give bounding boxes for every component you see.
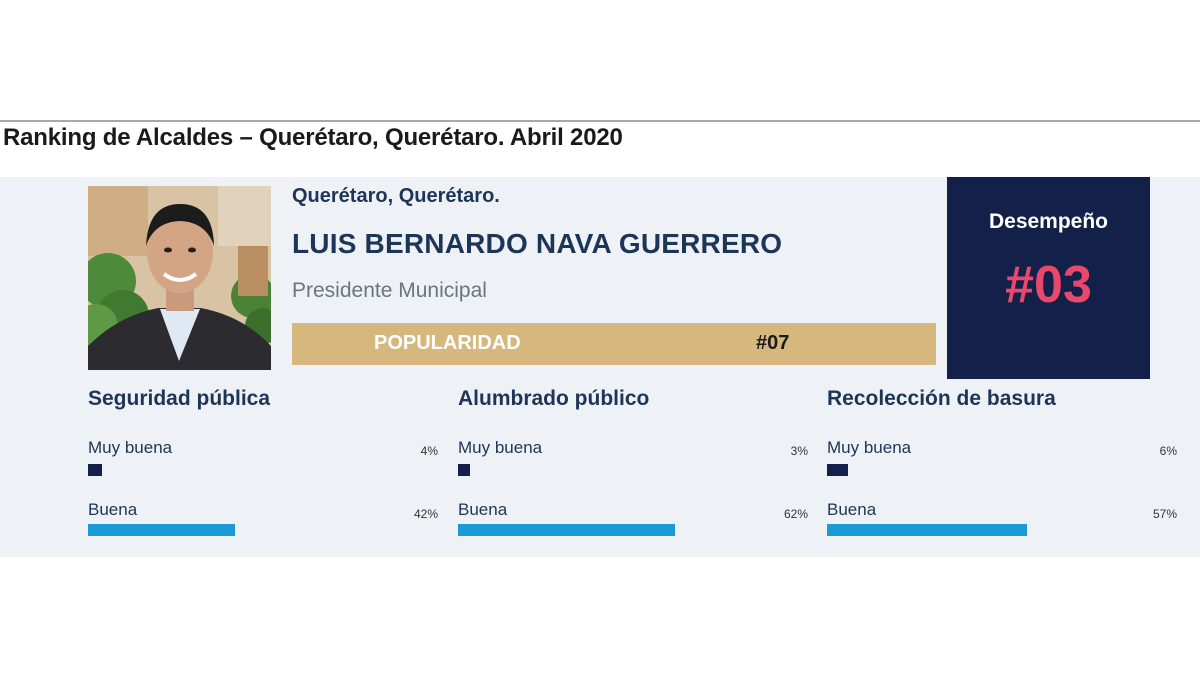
rating-label-buena: Buena (88, 500, 138, 519)
mayor-location: Querétaro, Querétaro. (292, 185, 500, 207)
mayor-card: Querétaro, Querétaro. LUIS BERNARDO NAVA… (0, 177, 1200, 557)
performance-label: Desempeño (988, 210, 1109, 233)
service-seguridad: Seguridad pública Muy buena 4% Buena 42% (88, 387, 438, 547)
rating-bar-buena (458, 524, 675, 536)
service-recoleccion: Recolección de basura Muy buena 6% Buena… (827, 387, 1177, 547)
rating-percent-buena: 42% (413, 507, 438, 521)
popularity-bar: POPULARIDAD #07 (292, 323, 936, 365)
page-title: Ranking de Alcaldes – Querétaro, Queréta… (3, 124, 623, 151)
rating-bar-muy-buena (827, 464, 848, 476)
popularity-rank: #07 (756, 332, 790, 354)
rating-bar-muy-buena (458, 464, 470, 476)
service-alumbrado: Alumbrado público Muy buena 3% Buena 62% (458, 387, 808, 547)
rating-label-muy-buena: Muy buena (88, 438, 173, 457)
rating-label-buena: Buena (827, 500, 877, 519)
popularity-label: POPULARIDAD (374, 332, 521, 354)
top-divider (0, 120, 1200, 122)
mayor-role: Presidente Municipal (292, 279, 487, 302)
rating-percent-muy-buena: 4% (420, 444, 438, 458)
mayor-name: LUIS BERNARDO NAVA GUERRERO (292, 228, 783, 259)
rating-bar-buena (88, 524, 235, 536)
service-title: Recolección de basura (827, 387, 1056, 410)
rating-label-muy-buena: Muy buena (458, 438, 543, 457)
rating-label-buena: Buena (458, 500, 508, 519)
rating-percent-muy-buena: 6% (1159, 444, 1177, 458)
rating-bar-buena (827, 524, 1027, 536)
mayor-photo (88, 186, 271, 370)
rating-percent-buena: 57% (1152, 507, 1177, 521)
performance-box: Desempeño #03 (947, 177, 1150, 379)
service-title: Seguridad pública (88, 387, 271, 410)
service-title: Alumbrado público (458, 387, 650, 410)
performance-rank: #03 (1005, 256, 1092, 314)
rating-percent-muy-buena: 3% (790, 444, 808, 458)
rating-label-muy-buena: Muy buena (827, 438, 912, 457)
rating-percent-buena: 62% (783, 507, 808, 521)
rating-bar-muy-buena (88, 464, 102, 476)
